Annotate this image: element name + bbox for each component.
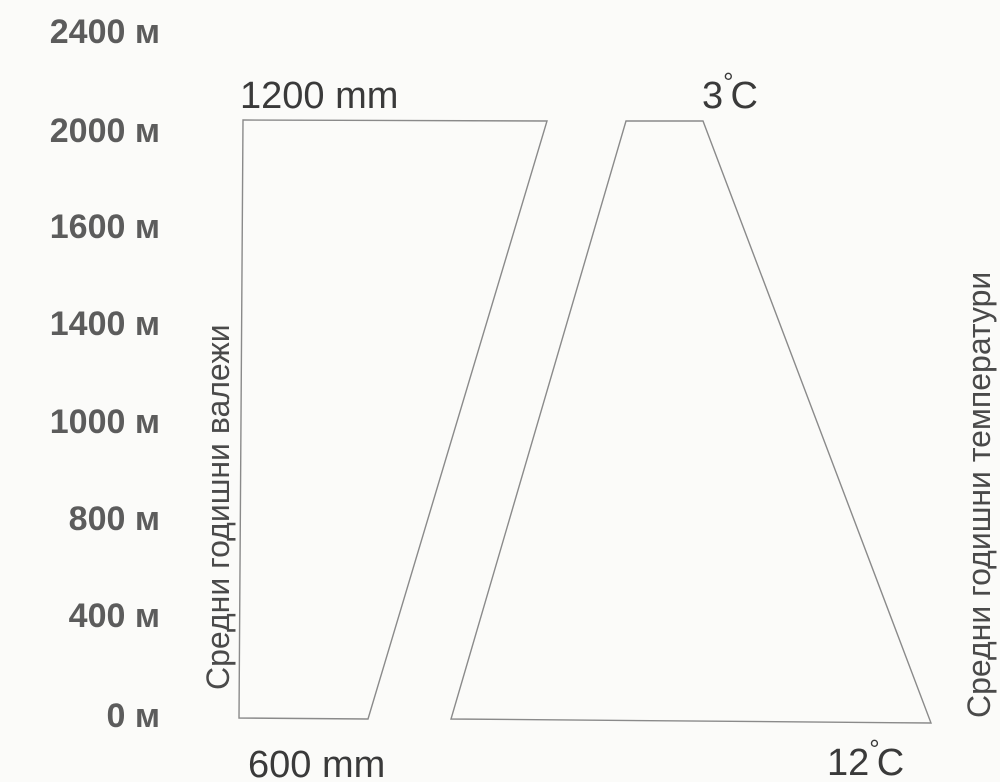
precipitation-axis-label: Средни годишни валежи — [200, 324, 236, 690]
temperature-bottom-value: 12°C — [827, 734, 904, 782]
temperature-trapezoid — [450, 120, 933, 724]
altitude-scale: 2400 м 2000 м 1600 м 1400 м 1000 м 800 м… — [50, 13, 160, 735]
altitude-label-1600: 1600 м — [50, 208, 160, 246]
altitude-label-2400: 2400 м — [50, 13, 160, 51]
temperature-top-value: 3°C — [702, 67, 758, 117]
precipitation-bottom-value: 600 mm — [248, 744, 385, 782]
altitude-label-1400: 1400 м — [50, 305, 160, 343]
precipitation-top-value: 1200 mm — [240, 75, 398, 117]
altitude-label-400: 400 м — [69, 597, 160, 635]
altitude-label-800: 800 м — [69, 500, 160, 538]
precipitation-panel: 1200 mm 600 mm Средни годишни валежи — [200, 75, 548, 782]
altitude-label-0: 0 м — [106, 697, 160, 735]
altitude-label-1000: 1000 м — [50, 403, 160, 441]
altitude-label-2000: 2000 м — [50, 112, 160, 150]
precipitation-trapezoid — [238, 119, 548, 720]
temperature-panel: 3°C 12°C Средни годишни температури — [450, 67, 997, 782]
temperature-axis-label: Средни годишни температури — [961, 272, 997, 718]
